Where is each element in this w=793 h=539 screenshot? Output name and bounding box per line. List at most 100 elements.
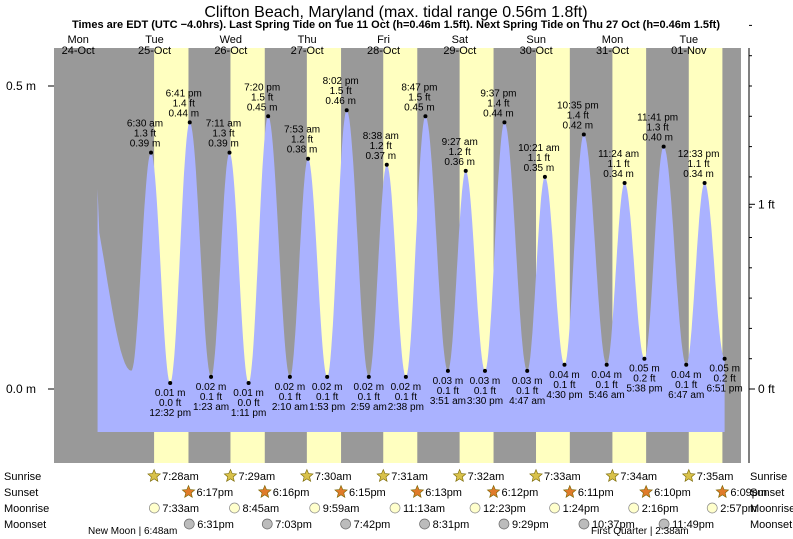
tide-height-m: 0.05 m <box>709 364 740 375</box>
day-date: 26-Oct <box>214 45 247 57</box>
tide-height-ft: 1.5 ft <box>408 92 430 103</box>
tide-height-m: 0.04 m <box>549 370 580 381</box>
day-of-week: Fri <box>377 34 390 46</box>
sunrise-time: 7:30am <box>315 471 352 483</box>
tide-height-m: 0.34 m <box>683 169 714 180</box>
high-tide-point <box>227 150 232 155</box>
day-of-week: Tue <box>145 34 164 46</box>
sunrise-icon <box>452 468 467 482</box>
low-tide-point <box>246 380 251 385</box>
tide-height-m: 0.39 m <box>130 139 161 150</box>
moonrise-icon <box>469 502 481 514</box>
tide-height-m: 0.02 m <box>354 382 385 393</box>
sunrise-icon <box>605 468 620 482</box>
sunrise-time: 7:31am <box>391 471 428 483</box>
tide-height-m: 0.35 m <box>524 163 555 174</box>
tide-height-m: 0.03 m <box>433 376 464 387</box>
tide-height-m: 0.02 m <box>196 382 227 393</box>
high-tide-point <box>306 156 311 161</box>
tide-height-m: 0.45 m <box>247 102 278 113</box>
axes: 0.5 m 0.0 m 1 ft 0 ft <box>6 24 775 463</box>
tide-height-m: 0.02 m <box>391 382 422 393</box>
moonset-icon <box>498 518 510 530</box>
tide-time: 4:30 pm <box>546 390 582 401</box>
low-tide-point <box>366 374 371 379</box>
tide-height-m: 0.44 m <box>483 108 514 119</box>
moonrise-time: 12:23pm <box>483 503 526 515</box>
moonset-time: 8:31pm <box>433 519 470 531</box>
sunset-row-label-right: Sunset <box>750 487 784 499</box>
high-tide-point <box>423 114 428 119</box>
tide-time: 7:53 am <box>284 125 320 136</box>
high-tide-point <box>384 162 389 167</box>
sunset-icon <box>486 484 501 498</box>
tide-height-ft: 1.4 ft <box>567 110 589 121</box>
sunrise-icon <box>147 468 162 482</box>
tide-height-m: 0.34 m <box>603 169 634 180</box>
tide-height-ft: 0.0 ft <box>159 398 181 409</box>
tide-height-ft: 0.2 ft <box>713 374 735 385</box>
sunset-icon <box>562 484 577 498</box>
moonrise-icon <box>229 502 240 514</box>
day-of-week: Tue <box>680 34 699 46</box>
day-date: 30-Oct <box>520 45 553 57</box>
tide-height-ft: 0.1 ft <box>474 386 496 397</box>
left-axis-label: 0.0 m <box>6 382 36 396</box>
tide-height-ft: 1.4 ft <box>173 98 195 109</box>
tide-time: 1:53 pm <box>309 402 345 413</box>
tide-time: 3:51 am <box>430 396 466 407</box>
sunset-icon <box>181 484 196 498</box>
day-date: 28-Oct <box>367 45 400 57</box>
tide-height-m: 0.02 m <box>275 382 306 393</box>
high-tide-point <box>502 120 507 125</box>
moonset-icon <box>261 518 273 530</box>
sunset-time: 6:13pm <box>425 487 462 499</box>
sunrise-row-label-left: Sunrise <box>4 471 41 483</box>
sunrise-icon <box>681 468 696 482</box>
high-tide-point <box>661 144 666 149</box>
moonrise-icon <box>309 502 321 514</box>
tide-time: 9:37 pm <box>480 88 516 99</box>
day-date: 29-Oct <box>443 45 476 57</box>
high-tide-point <box>149 150 154 155</box>
day-date: 01-Nov <box>671 45 707 57</box>
moonrise-row-label-right: Moonrise <box>750 503 793 515</box>
tide-height-ft: 1.3 ft <box>134 129 156 140</box>
high-tide-point <box>344 108 349 113</box>
left-axis-label: 0.5 m <box>6 79 36 93</box>
low-tide-point <box>403 374 408 379</box>
low-tide-point <box>722 356 727 361</box>
tide-height-m: 0.36 m <box>444 157 475 168</box>
tide-time: 8:47 pm <box>401 82 437 93</box>
tide-height-ft: 0.1 ft <box>395 392 417 403</box>
moonrise-row-label-left: Moonrise <box>4 503 49 515</box>
tide-time: 9:27 am <box>442 137 478 148</box>
chart-subtitle: Times are EDT (UTC −4.0hrs). Last Spring… <box>72 19 720 31</box>
tide-time: 2:10 am <box>272 402 308 413</box>
tide-time: 10:21 am <box>518 143 560 154</box>
tide-height-ft: 0.1 ft <box>675 380 697 391</box>
tide-height-m: 0.38 m <box>287 145 318 156</box>
tide-time: 12:32 pm <box>149 408 191 419</box>
sunset-time: 6:17pm <box>196 487 233 499</box>
tide-height-ft: 1.4 ft <box>487 98 509 109</box>
moonrise-icon <box>706 502 718 514</box>
moon-phase-first-quarter: First Quarter | 2:38am <box>591 526 689 537</box>
sunrise-time: 7:35am <box>697 471 734 483</box>
low-tide-point <box>209 374 214 379</box>
tide-height-ft: 1.5 ft <box>251 92 273 103</box>
tide-height-m: 0.46 m <box>325 96 356 107</box>
tide-height-m: 0.01 m <box>233 388 264 399</box>
tide-height-ft: 0.0 ft <box>237 398 259 409</box>
tide-time: 4:47 am <box>509 396 545 407</box>
sunset-icon <box>715 484 730 498</box>
tide-height-m: 0.40 m <box>642 133 673 144</box>
low-tide-point <box>642 356 647 361</box>
moonset-row-label-left: Moonset <box>4 519 46 531</box>
tide-time: 8:02 pm <box>323 76 359 87</box>
tide-height-m: 0.04 m <box>671 370 702 381</box>
sunrise-row-label-right: Sunrise <box>750 471 787 483</box>
tide-height-ft: 0.1 ft <box>316 392 338 403</box>
tide-height-ft: 1.2 ft <box>449 147 471 158</box>
